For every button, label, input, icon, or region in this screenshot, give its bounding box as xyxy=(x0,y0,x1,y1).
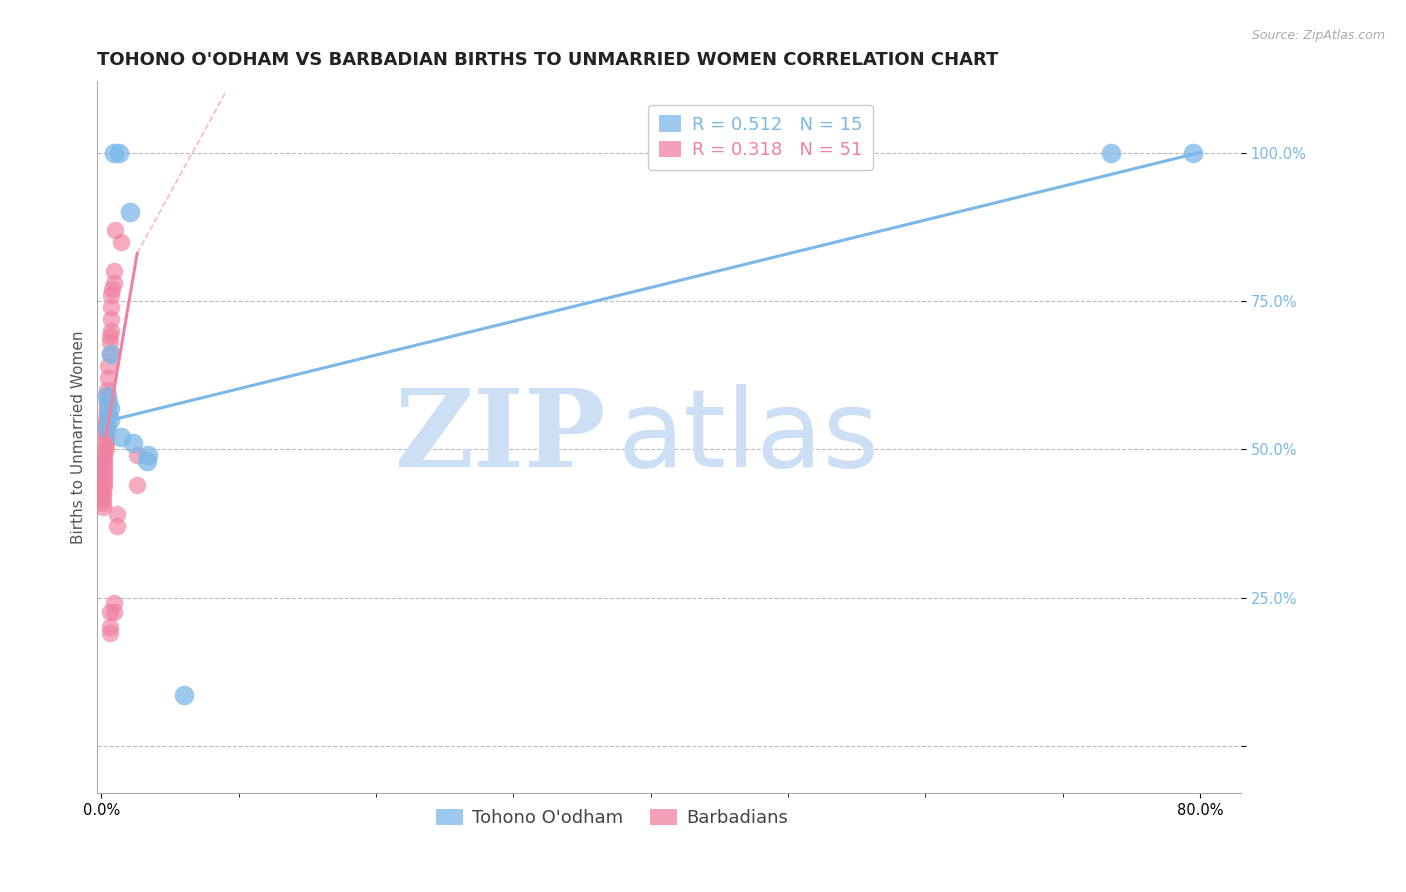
Point xyxy=(122,436,145,450)
Point xyxy=(120,205,142,219)
Point xyxy=(103,606,125,620)
Point xyxy=(94,412,117,426)
Point xyxy=(94,425,117,439)
Point xyxy=(98,335,121,350)
Point xyxy=(103,145,125,160)
Text: ZIP: ZIP xyxy=(395,384,606,491)
Point xyxy=(173,689,195,703)
Point xyxy=(96,383,118,397)
Point xyxy=(1181,145,1204,160)
Point xyxy=(98,329,121,343)
Point xyxy=(93,467,115,481)
Legend: Tohono O'odham, Barbadians: Tohono O'odham, Barbadians xyxy=(429,801,796,834)
Point xyxy=(135,454,157,468)
Point xyxy=(94,429,117,443)
Point xyxy=(98,620,121,634)
Point xyxy=(97,394,120,409)
Point xyxy=(93,450,115,464)
Point xyxy=(108,145,131,160)
Point xyxy=(93,462,115,476)
Point xyxy=(104,222,127,236)
Point xyxy=(98,412,121,426)
Point xyxy=(91,491,114,506)
Point xyxy=(94,417,117,431)
Point xyxy=(93,458,115,473)
Point xyxy=(91,487,114,501)
Point xyxy=(94,437,117,451)
Text: atlas: atlas xyxy=(617,384,880,491)
Point xyxy=(127,448,149,462)
Point xyxy=(97,407,120,421)
Point xyxy=(96,421,118,435)
Point xyxy=(96,389,118,403)
Point xyxy=(96,408,118,422)
Point xyxy=(97,371,120,385)
Point xyxy=(93,454,115,468)
Point xyxy=(105,508,128,522)
Point xyxy=(100,324,122,338)
Point xyxy=(94,442,117,456)
Point xyxy=(101,282,124,296)
Point xyxy=(98,626,121,640)
Point xyxy=(98,347,121,361)
Point xyxy=(1099,145,1122,160)
Point xyxy=(96,403,118,417)
Point xyxy=(93,479,115,493)
Point xyxy=(91,483,114,498)
Point xyxy=(100,347,122,361)
Point xyxy=(105,519,128,533)
Point xyxy=(100,311,122,326)
Point xyxy=(93,446,115,460)
Point xyxy=(98,401,121,415)
Text: TOHONO O'ODHAM VS BARBADIAN BIRTHS TO UNMARRIED WOMEN CORRELATION CHART: TOHONO O'ODHAM VS BARBADIAN BIRTHS TO UN… xyxy=(97,51,998,69)
Point xyxy=(94,421,117,435)
Point xyxy=(96,389,118,403)
Point xyxy=(93,475,115,489)
Point xyxy=(91,495,114,509)
Point xyxy=(110,235,132,249)
Point xyxy=(98,606,121,620)
Point xyxy=(94,434,117,448)
Point xyxy=(127,478,149,492)
Point xyxy=(110,430,132,444)
Text: Source: ZipAtlas.com: Source: ZipAtlas.com xyxy=(1251,29,1385,42)
Point xyxy=(96,394,118,409)
Point xyxy=(103,597,125,611)
Point xyxy=(96,400,118,414)
Point xyxy=(100,300,122,314)
Point xyxy=(91,500,114,514)
Point xyxy=(97,359,120,373)
Point xyxy=(103,264,125,278)
Point xyxy=(103,276,125,290)
Y-axis label: Births to Unmarried Women: Births to Unmarried Women xyxy=(72,331,86,544)
Point xyxy=(100,288,122,302)
Point xyxy=(136,448,159,462)
Point xyxy=(93,471,115,485)
